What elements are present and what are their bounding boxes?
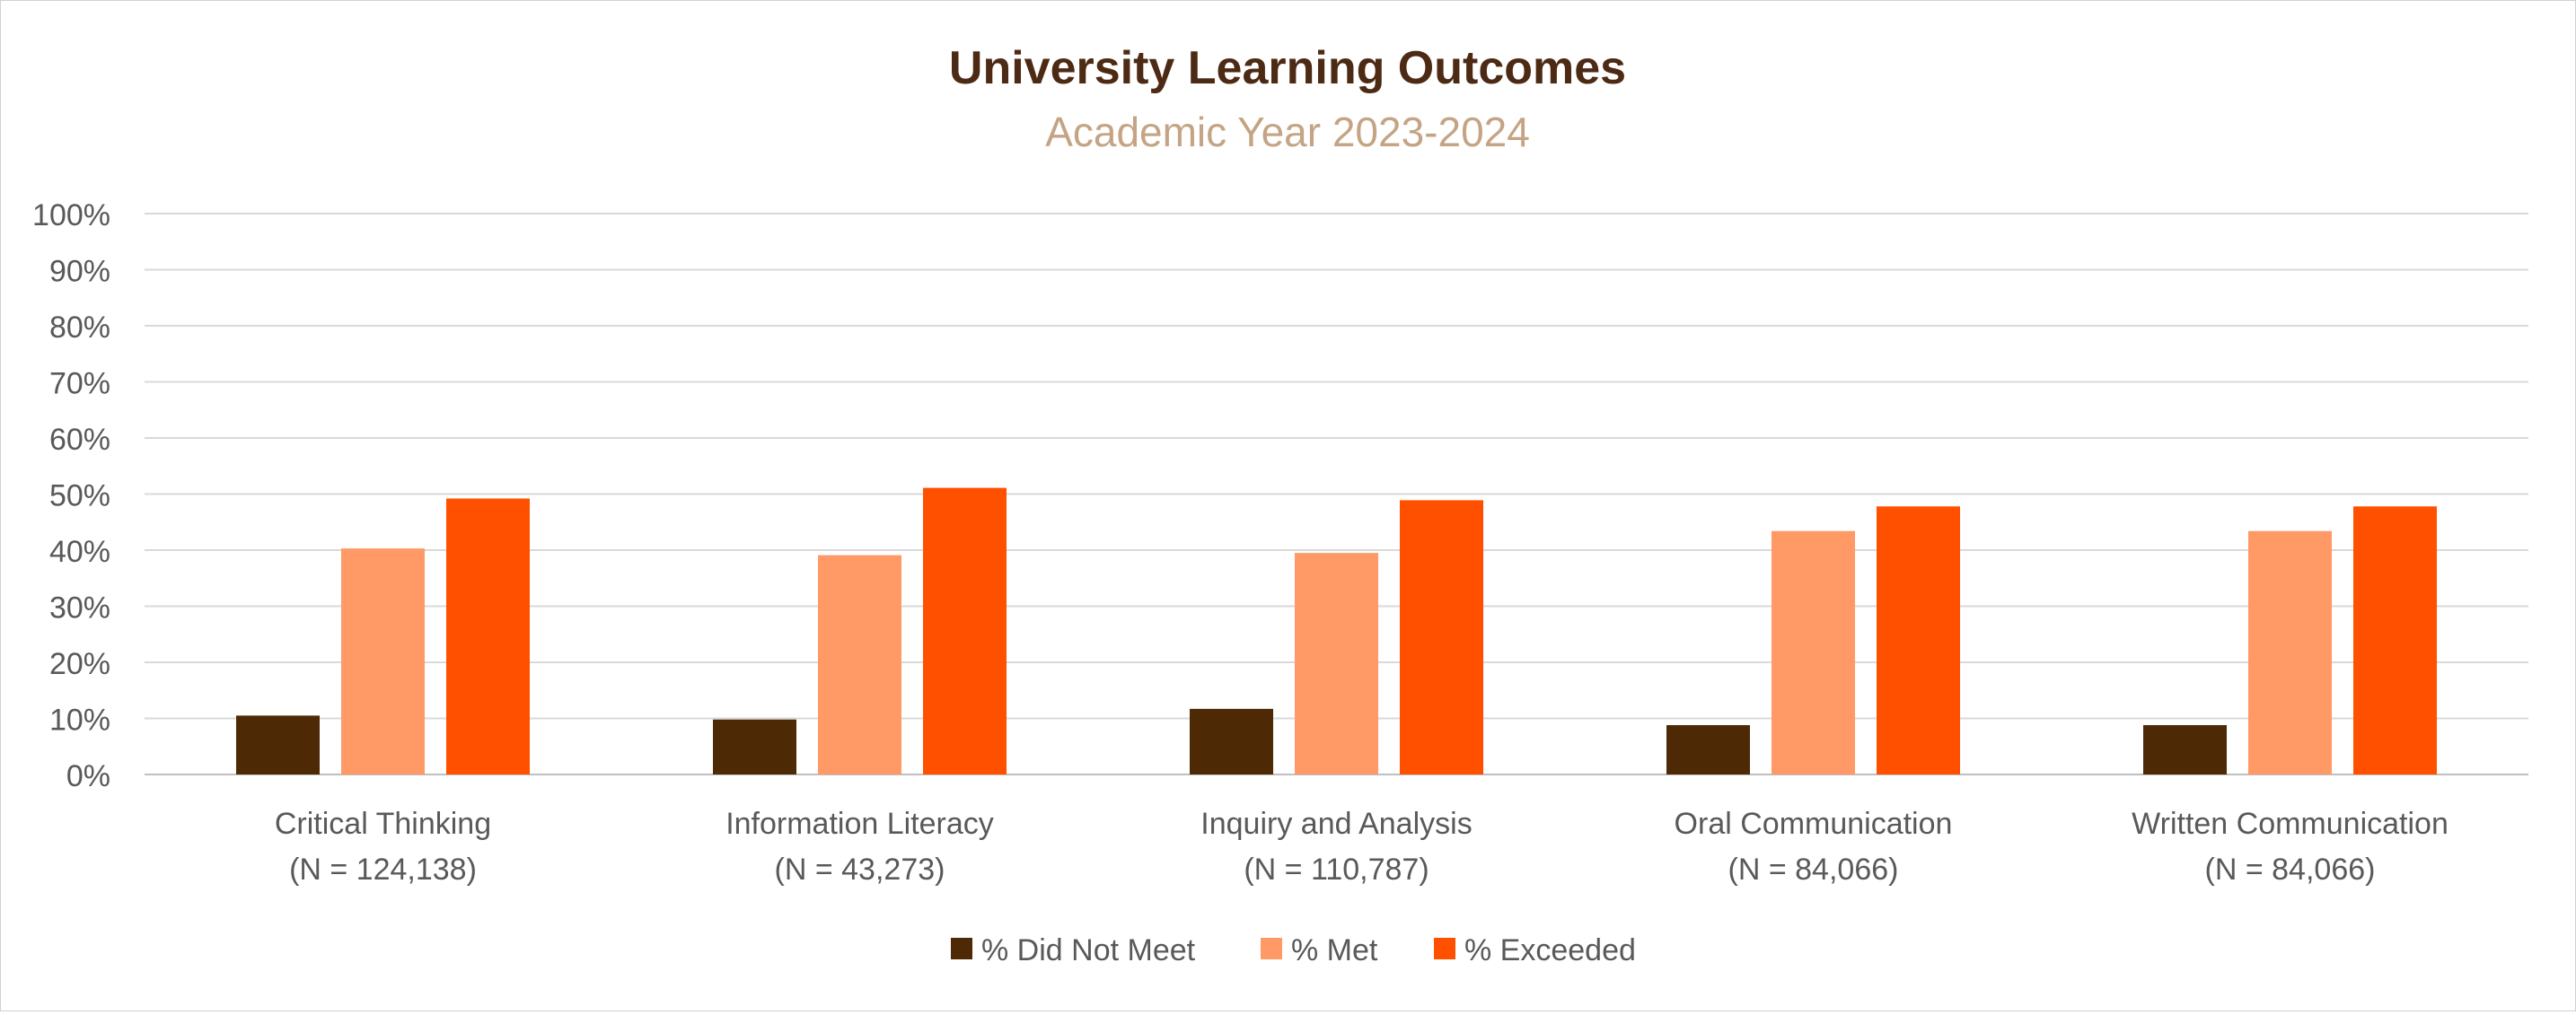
- bar: [1295, 553, 1378, 774]
- bar: [2143, 725, 2227, 774]
- y-tick-label: 20%: [49, 647, 110, 681]
- x-tick-label: Written Communication: [2132, 807, 2449, 841]
- chart-subtitle: Academic Year 2023-2024: [1045, 109, 1530, 155]
- legend: % Did Not Meet % Met % Exceeded: [951, 933, 1636, 967]
- x-tick-sublabel: (N = 124,138): [289, 853, 477, 887]
- y-tick-label: 30%: [49, 591, 110, 626]
- bar: [923, 487, 1007, 774]
- legend-label: % Exceeded: [1464, 933, 1636, 967]
- y-tick-label: 0%: [66, 759, 110, 793]
- y-tick-label: 50%: [49, 479, 110, 513]
- x-tick-label: Critical Thinking: [275, 807, 491, 841]
- x-tick-sublabel: (N = 110,787): [1244, 853, 1429, 887]
- y-axis-tick-labels: 0% 10% 20% 30% 40% 50% 60% 70% 80% 90% 100%: [32, 198, 110, 793]
- bar: [1772, 530, 1855, 774]
- x-tick-label: Oral Communication: [1675, 807, 1953, 841]
- x-tick-label: Inquiry and Analysis: [1200, 807, 1472, 841]
- chart-title: University Learning Outcomes: [949, 42, 1626, 94]
- y-tick-label: 100%: [32, 198, 110, 232]
- bar: [2353, 506, 2437, 774]
- x-tick-sublabel: (N = 84,066): [1728, 853, 1899, 887]
- legend-swatch: [951, 938, 972, 959]
- y-tick-label: 80%: [49, 311, 110, 345]
- bar: [1877, 506, 1960, 774]
- y-tick-label: 60%: [49, 423, 110, 457]
- x-axis-category-labels: Critical Thinking (N = 124,138) Informatio…: [275, 807, 2449, 887]
- y-tick-label: 40%: [49, 535, 110, 569]
- x-tick-label: Information Literacy: [725, 807, 994, 841]
- bar: [1666, 725, 1750, 774]
- legend-label: % Met: [1291, 933, 1378, 967]
- bar: [1190, 708, 1273, 774]
- bars: [236, 487, 2437, 774]
- bar: [818, 555, 901, 774]
- y-tick-label: 70%: [49, 367, 110, 401]
- legend-swatch: [1261, 938, 1282, 959]
- y-tick-label: 90%: [49, 255, 110, 289]
- y-tick-label: 10%: [49, 704, 110, 738]
- bar: [1400, 500, 1483, 774]
- bar: [446, 498, 530, 774]
- x-tick-sublabel: (N = 43,273): [775, 853, 945, 887]
- bar: [2248, 530, 2332, 774]
- bar: [341, 548, 425, 774]
- bar: [713, 719, 796, 774]
- legend-label: % Did Not Meet: [981, 933, 1196, 967]
- bar: [236, 715, 320, 774]
- x-tick-sublabel: (N = 84,066): [2205, 853, 2376, 887]
- legend-swatch: [1434, 938, 1455, 959]
- gridlines: [145, 213, 2528, 775]
